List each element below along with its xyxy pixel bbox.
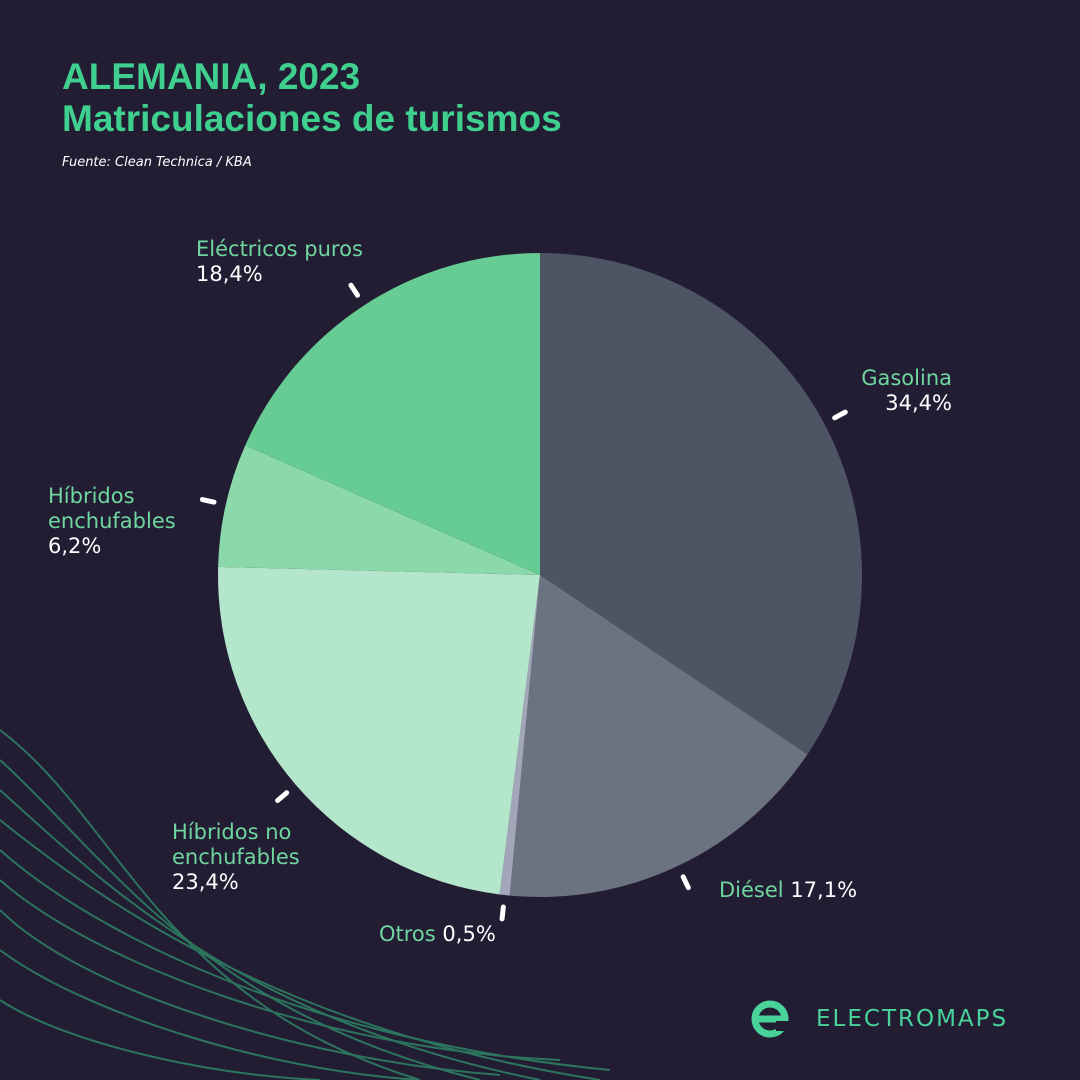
leader-tick [199,497,217,505]
label-category: Otros [379,922,436,946]
pie-slice [218,445,540,575]
label-value: 6,2% [48,534,102,558]
source: Fuente: Clean Technica / KBA [62,155,252,170]
leader-tick [832,409,848,421]
pie-slice [245,253,540,575]
data-label: Diésel 17,1% [719,878,857,903]
data-label: Eléctricos puros 18,4% [196,237,363,287]
label-value: 17,1% [790,878,858,902]
pie-slice [499,575,540,896]
label-value: 18,4% [196,262,263,286]
chart-title: ALEMANIA, 2023 [62,56,361,97]
data-label: Otros 0,5% [379,922,496,947]
label-category: Diésel [719,878,784,902]
label-category: Híbridos enchufables [48,484,176,533]
data-label: Híbridos enchufables 6,2% [48,484,208,559]
chart-subtitle: Matriculaciones de turismos [62,98,562,139]
pie-slice [540,253,863,755]
label-category: Híbridos no enchufables [172,820,300,869]
pie-slice [509,575,808,897]
label-value: 0,5% [442,922,496,946]
label-value: 23,4% [172,870,239,894]
label-value: 34,4% [885,391,952,415]
leader-tick [680,874,691,891]
leader-tick [499,904,506,922]
pie-slice [218,566,540,895]
label-category: Gasolina [861,366,952,390]
data-label: Híbridos no enchufables 23,4% [172,820,332,895]
leader-tick [275,790,290,804]
label-category: Eléctricos puros [196,237,363,261]
brand: ELECTROMAPS [816,1006,1009,1032]
decoration [0,729,611,1080]
data-label: Gasolina 34,4% [861,366,952,416]
logo-icon [751,1000,790,1038]
leader-tick [348,282,361,298]
